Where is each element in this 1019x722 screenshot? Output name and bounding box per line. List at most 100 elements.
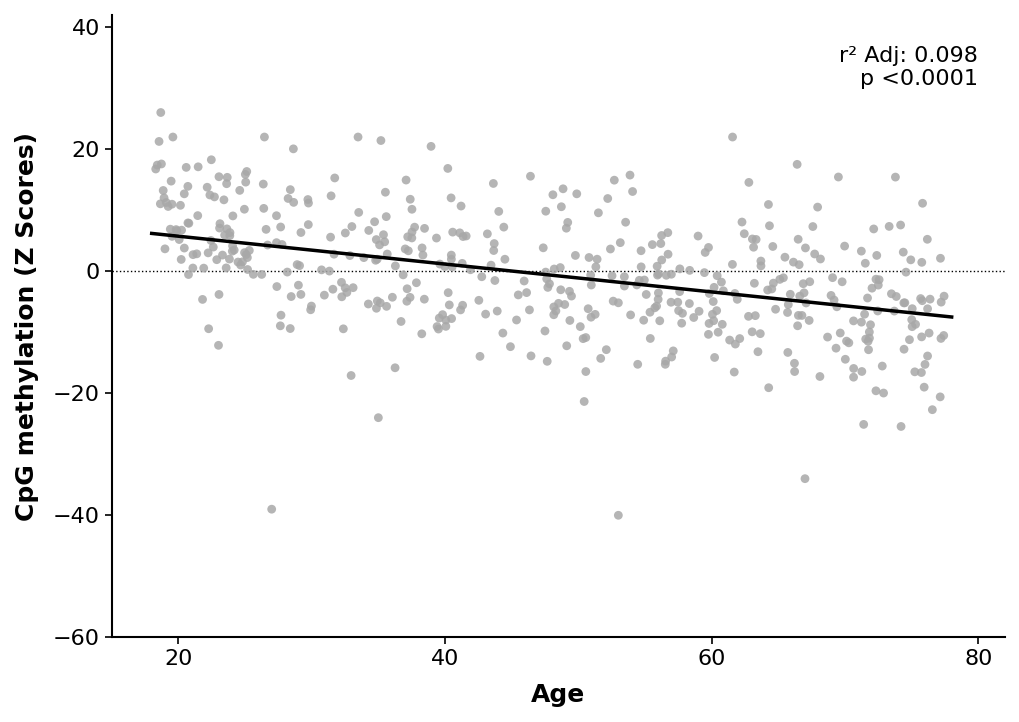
Point xyxy=(401,193,418,205)
Point xyxy=(173,253,190,265)
Point xyxy=(605,175,622,186)
Point xyxy=(210,339,226,351)
Point xyxy=(370,412,386,423)
X-axis label: Age: Age xyxy=(531,683,585,707)
Point xyxy=(547,305,564,317)
Point xyxy=(336,282,353,294)
Point xyxy=(700,288,716,300)
Point xyxy=(628,279,644,291)
Point xyxy=(797,297,813,309)
Point xyxy=(205,241,221,253)
Point xyxy=(544,189,560,201)
Point xyxy=(558,340,575,352)
Point xyxy=(811,253,827,265)
Point xyxy=(706,352,722,363)
Point xyxy=(662,297,679,308)
Point xyxy=(751,328,767,339)
Point xyxy=(832,327,848,339)
Point xyxy=(771,274,788,285)
Point xyxy=(559,217,576,228)
Point xyxy=(300,193,316,205)
Point xyxy=(162,223,178,235)
Point xyxy=(285,143,302,155)
Point xyxy=(496,253,513,265)
Point xyxy=(582,269,598,281)
Point xyxy=(840,337,856,349)
Point xyxy=(656,359,673,370)
Point xyxy=(577,332,593,344)
Point xyxy=(744,233,760,245)
Point xyxy=(834,276,850,287)
Point xyxy=(196,262,212,274)
Point xyxy=(935,290,952,302)
Point xyxy=(325,248,341,260)
Point xyxy=(616,217,633,228)
Point xyxy=(300,197,316,209)
Point xyxy=(615,280,632,292)
Point xyxy=(184,249,201,261)
Point xyxy=(377,186,393,198)
Point xyxy=(211,222,227,234)
Point xyxy=(790,259,806,271)
Point xyxy=(902,254,918,266)
Point xyxy=(790,233,806,245)
Point xyxy=(795,287,811,299)
Point xyxy=(888,291,904,303)
Point xyxy=(857,334,873,345)
Point xyxy=(860,332,876,344)
Point xyxy=(495,222,512,233)
Point xyxy=(537,206,553,217)
Point xyxy=(554,183,571,194)
Point xyxy=(912,367,928,378)
Text: r² Adj: 0.098
p <0.0001: r² Adj: 0.098 p <0.0001 xyxy=(839,46,977,90)
Point xyxy=(873,360,890,372)
Point xyxy=(882,288,899,300)
Point xyxy=(224,245,240,257)
Point xyxy=(590,207,606,219)
Point xyxy=(743,326,759,338)
Point xyxy=(384,292,400,303)
Point xyxy=(611,237,628,248)
Point xyxy=(326,172,342,183)
Point xyxy=(749,346,765,357)
Point xyxy=(918,303,934,315)
Point xyxy=(552,201,569,212)
Point xyxy=(681,297,697,309)
Point xyxy=(452,304,469,316)
Point xyxy=(268,237,284,248)
Point xyxy=(272,221,288,232)
Point xyxy=(292,289,309,300)
Point xyxy=(152,198,168,209)
Point xyxy=(369,295,385,307)
Point xyxy=(216,230,232,241)
Point xyxy=(195,294,211,305)
Point xyxy=(404,232,420,244)
Point xyxy=(918,233,934,245)
Point xyxy=(203,235,219,246)
Point xyxy=(764,240,781,252)
Point xyxy=(428,232,444,244)
Point xyxy=(793,310,809,321)
Point xyxy=(279,266,296,278)
Point xyxy=(934,330,951,342)
Point xyxy=(903,303,919,315)
Point xyxy=(791,290,807,302)
Point xyxy=(766,303,783,315)
Point xyxy=(392,316,409,327)
Point xyxy=(622,170,638,181)
Point xyxy=(538,355,554,367)
Point xyxy=(646,302,662,313)
Point xyxy=(344,282,361,293)
Point xyxy=(399,231,416,243)
Point xyxy=(760,220,776,232)
Point xyxy=(685,312,701,323)
Point xyxy=(179,217,196,229)
Point xyxy=(592,352,608,364)
Point xyxy=(668,297,685,308)
Point xyxy=(488,305,504,317)
Point xyxy=(895,344,911,355)
Point xyxy=(404,226,420,238)
Point xyxy=(887,171,903,183)
Point xyxy=(333,291,350,303)
Point xyxy=(651,315,667,326)
